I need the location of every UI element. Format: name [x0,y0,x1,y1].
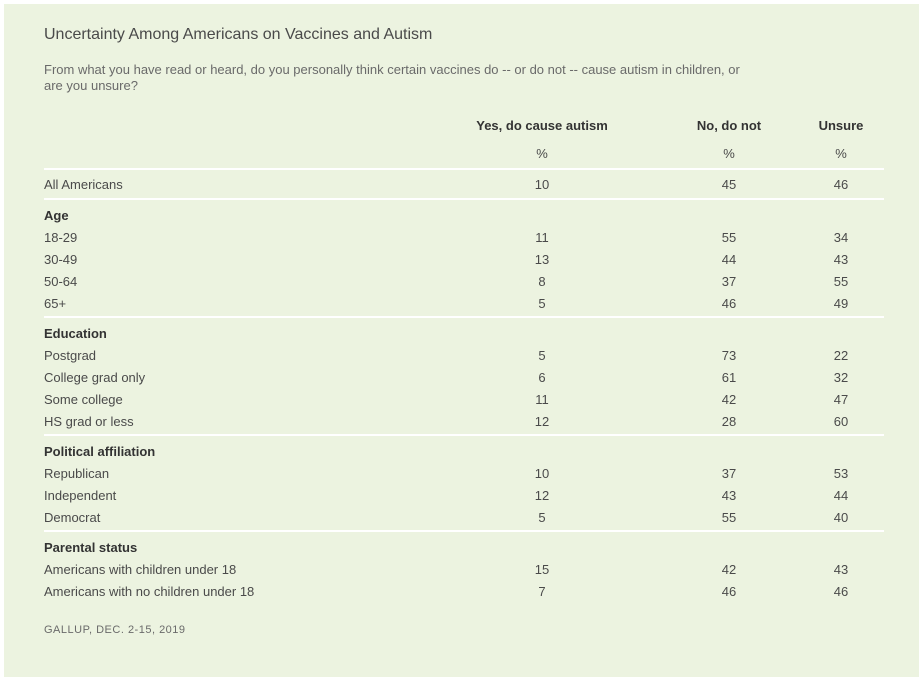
row-label: HS grad or less [44,414,134,429]
value-no: 46 [721,296,737,311]
value-no: 45 [721,177,737,192]
value-unsure: 43 [833,252,849,267]
group-heading: Political affiliation [44,436,884,462]
value-unsure: 46 [833,177,849,192]
table-row: Independent 12 43 44 [44,484,884,506]
value-no: 55 [721,230,737,245]
row-label: 18-29 [44,230,78,245]
value-no: 37 [721,466,737,481]
unit-row: % % % [44,140,884,170]
row-label: 50-64 [44,274,78,289]
value-unsure: 46 [833,584,849,599]
row-label: Independent [44,488,117,503]
group-heading-label: Political affiliation [44,444,156,459]
row-label: Americans with no children under 18 [44,584,255,599]
value-yes: 11 [535,392,549,407]
group-3: Parental status Americans with children u… [44,532,884,604]
group-heading-label: Parental status [44,540,138,555]
value-unsure: 47 [833,392,849,407]
value-yes: 11 [535,230,549,245]
group-heading: Education [44,318,884,344]
row-label: College grad only [44,370,146,385]
value-yes: 10 [534,466,550,481]
value-unsure: 44 [833,488,849,503]
row-label: Americans with children under 18 [44,562,237,577]
table-row: HS grad or less 12 28 60 [44,410,884,434]
row-label: Republican [44,466,110,481]
table-row: Postgrad 5 73 22 [44,344,884,366]
chart-subtitle: From what you have read or heard, do you… [44,62,740,93]
group-heading-label: Education [44,326,107,341]
unit-no: % [723,146,735,161]
value-unsure: 40 [833,510,849,525]
column-header-yes: Yes, do cause autism [476,118,608,133]
value-unsure: 43 [833,562,849,577]
source-note: GALLUP, DEC. 2-15, 2019 [44,624,186,636]
unit-unsure: % [835,146,847,161]
value-unsure: 32 [833,370,849,385]
value-yes: 12 [534,488,550,503]
value-yes: 5 [538,296,546,311]
value-yes: 13 [534,252,550,267]
value-no: 44 [721,252,737,267]
table-row: Some college 11 42 47 [44,388,884,410]
value-yes: 10 [534,177,550,192]
row-label: 30-49 [44,252,78,267]
value-yes: 5 [538,510,546,525]
table-row: 65+ 5 46 49 [44,292,884,316]
value-unsure: 55 [833,274,849,289]
value-no: 46 [721,584,737,599]
table-row: Democrat 5 55 40 [44,506,884,530]
value-no: 61 [721,370,737,385]
table-row: College grad only 6 61 32 [44,366,884,388]
value-unsure: 22 [833,348,849,363]
value-yes: 6 [538,370,546,385]
value-no: 37 [721,274,737,289]
value-no: 73 [721,348,737,363]
group-list: Age 18-29 11 55 34 30-49 13 44 43 50-64 8 37 55 65+ 5 4… [44,200,884,604]
value-no: 55 [721,510,737,525]
table-row-all-americans: All Americans 10 45 46 [44,170,884,200]
value-yes: 15 [534,562,550,577]
table-row: Republican 10 37 53 [44,462,884,484]
unit-yes: % [536,146,548,161]
table-row: Americans with children under 18 15 42 43 [44,558,884,580]
table-row: 30-49 13 44 43 [44,248,884,270]
table-row: Americans with no children under 18 7 46 46 [44,580,884,604]
results-table: Yes, do cause autism No, do not Unsure %… [44,114,884,604]
value-no: 42 [721,392,737,407]
row-label: All Americans [44,177,123,192]
value-yes: 7 [538,584,546,599]
group-heading: Parental status [44,532,884,558]
value-no: 28 [721,414,737,429]
value-yes: 8 [538,274,546,289]
group-1: Education Postgrad 5 73 22 College grad only 6… [44,318,884,436]
value-no: 42 [721,562,737,577]
value-unsure: 34 [833,230,849,245]
group-2: Political affiliation Republican 10 37 53 Ind… [44,436,884,532]
column-header-row: Yes, do cause autism No, do not Unsure [44,114,884,140]
chart-card: Uncertainty Among Americans on Vaccines … [4,4,919,677]
chart-title: Uncertainty Among Americans on Vaccines … [44,26,433,43]
column-header-unsure: Unsure [818,118,864,133]
value-unsure: 49 [833,296,849,311]
group-heading-label: Age [44,208,69,223]
column-header-no: No, do not [696,118,762,133]
group-heading: Age [44,200,884,226]
table-row: 50-64 8 37 55 [44,270,884,292]
group-0: Age 18-29 11 55 34 30-49 13 44 43 50-64 8 37 55 65+ 5 4… [44,200,884,318]
value-no: 43 [721,488,737,503]
value-yes: 12 [534,414,550,429]
row-label: 65+ [44,296,67,311]
value-yes: 5 [538,348,546,363]
row-label: Some college [44,392,123,407]
value-unsure: 53 [833,466,849,481]
value-unsure: 60 [833,414,849,429]
row-label: Postgrad [44,348,97,363]
table-row: 18-29 11 55 34 [44,226,884,248]
row-label: Democrat [44,510,101,525]
